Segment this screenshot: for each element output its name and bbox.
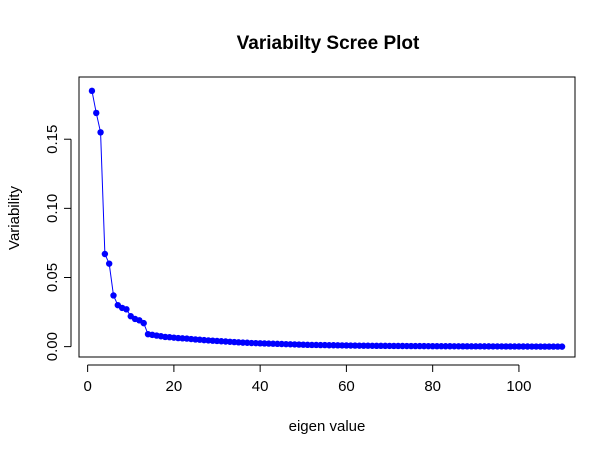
y-axis: 0.00 0.05 0.10 0.15 xyxy=(44,125,72,361)
data-point xyxy=(123,306,130,313)
y-tick-label: 0.10 xyxy=(44,194,61,223)
data-point xyxy=(93,109,100,117)
x-tick-label: 60 xyxy=(338,378,355,395)
data-point xyxy=(105,260,113,267)
x-axis: 0 20 40 60 80 100 xyxy=(83,364,531,395)
data-point xyxy=(97,129,104,136)
x-tick-label: 100 xyxy=(506,378,531,395)
series-points xyxy=(88,87,566,350)
x-axis-label: eigen value xyxy=(289,418,366,435)
x-tick-label: 40 xyxy=(252,378,269,395)
data-point xyxy=(110,292,117,299)
data-point xyxy=(558,343,566,350)
x-tick-label: 0 xyxy=(83,378,91,395)
y-axis-label: Variability xyxy=(6,186,23,250)
plot-frame xyxy=(78,76,576,358)
data-point xyxy=(88,87,96,95)
chart-title: Variabilty Scree Plot xyxy=(237,33,420,54)
data-point xyxy=(101,250,109,258)
y-tick-label: 0.05 xyxy=(44,263,61,292)
y-tick-label: 0.15 xyxy=(44,125,61,154)
x-tick-label: 80 xyxy=(424,378,441,395)
x-tick-label: 20 xyxy=(166,378,183,395)
y-tick-label: 0.00 xyxy=(44,332,61,361)
data-point xyxy=(140,319,147,327)
